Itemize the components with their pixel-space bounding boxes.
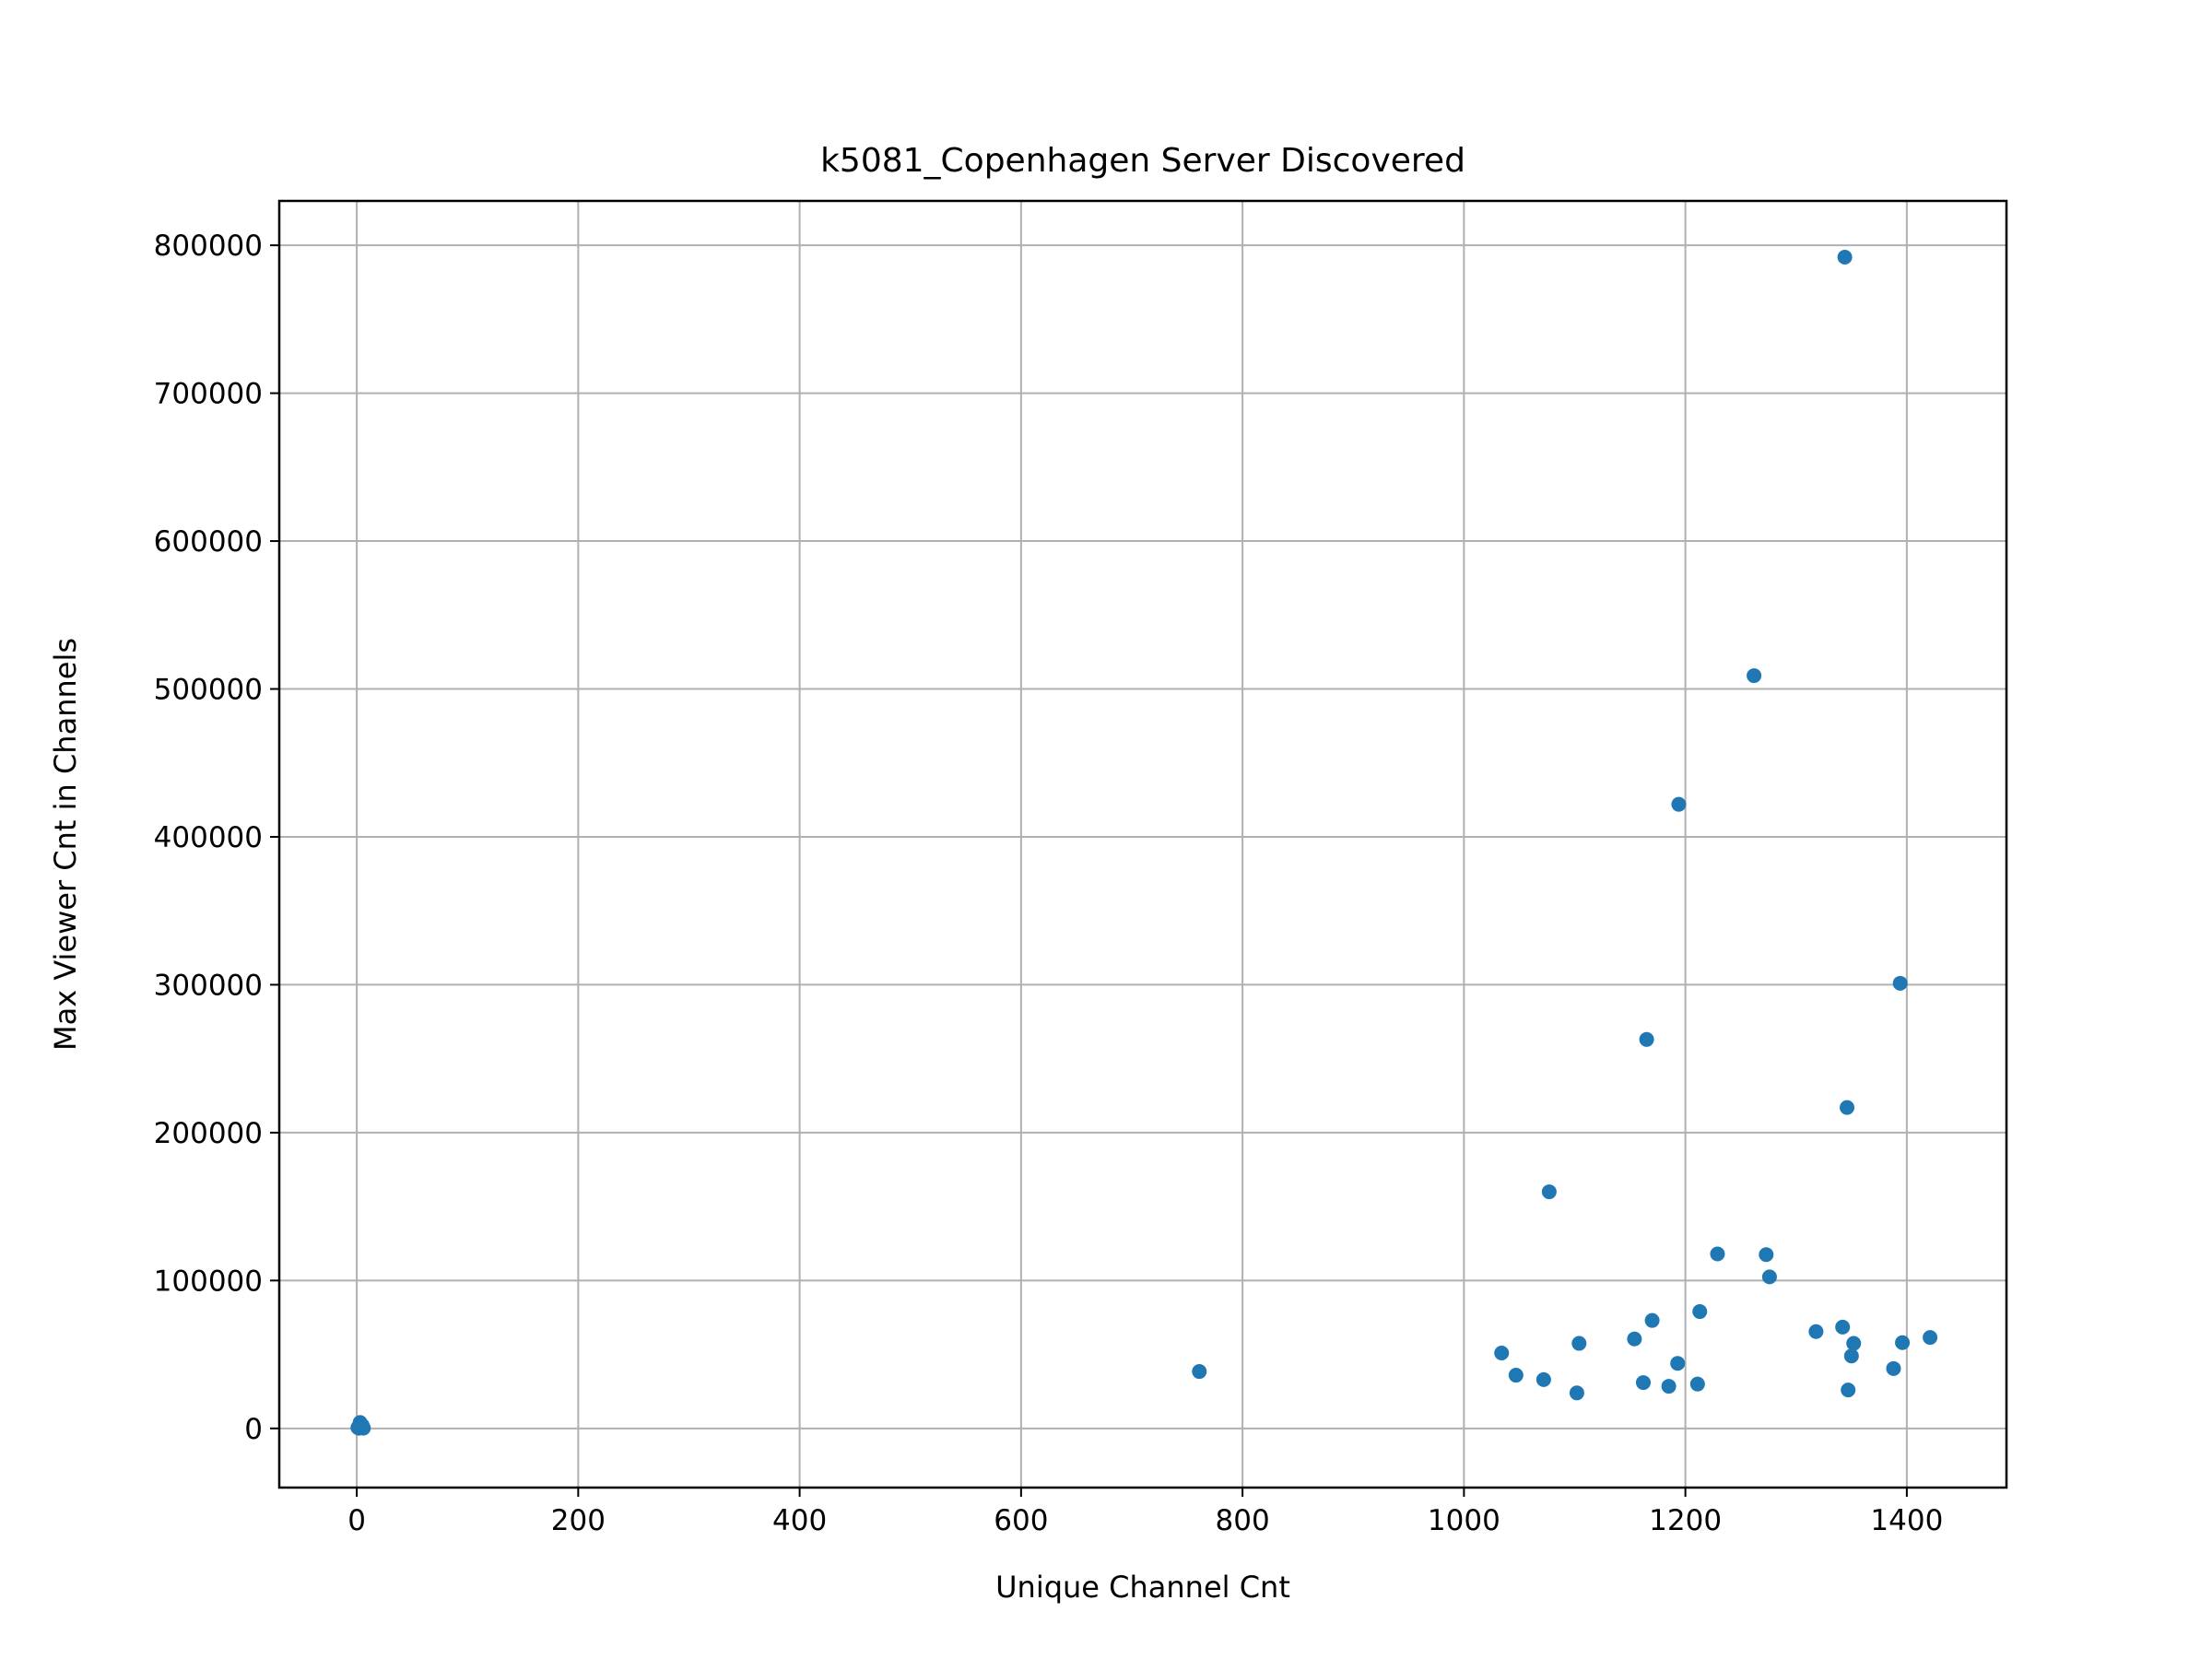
y-tick-label: 100000	[154, 1265, 263, 1298]
scatter-point	[1192, 1364, 1207, 1380]
y-tick-label: 500000	[154, 674, 263, 707]
y-tick-label: 0	[244, 1413, 263, 1446]
x-tick-label: 200	[551, 1504, 606, 1537]
scatter-point	[1644, 1312, 1660, 1328]
y-tick-label: 800000	[154, 229, 263, 263]
scatter-point	[1747, 668, 1762, 684]
scatter-point	[1689, 1376, 1705, 1392]
scatter-point	[1535, 1371, 1551, 1387]
x-tick-label: 0	[347, 1504, 366, 1537]
x-axis-label: Unique Channel Cnt	[995, 1570, 1290, 1605]
x-tick-label: 1000	[1428, 1504, 1500, 1537]
scatter-point	[1571, 1335, 1587, 1351]
y-axis-label: Max Viewer Cnt in Channels	[48, 638, 83, 1051]
points-layer	[350, 249, 1938, 1436]
scatter-point	[1841, 1382, 1856, 1398]
scatter-point	[1710, 1246, 1725, 1262]
scatter-point	[1840, 1100, 1855, 1115]
x-tick-label: 800	[1216, 1504, 1270, 1537]
plot-frame	[277, 199, 2008, 1489]
y-tick-label: 600000	[154, 525, 263, 559]
scatter-point	[1886, 1360, 1901, 1376]
x-tick-label: 600	[994, 1504, 1048, 1537]
scatter-point	[1569, 1385, 1584, 1401]
chart-title: k5081_Copenhagen Server Discovered	[820, 142, 1465, 180]
y-tick-label: 400000	[154, 821, 263, 854]
grid-layer	[279, 201, 2006, 1488]
scatter-point	[1761, 1269, 1777, 1285]
y-tick-label: 700000	[154, 378, 263, 411]
scatter-point	[1837, 249, 1853, 265]
y-tick-label: 200000	[154, 1117, 263, 1150]
scatter-point	[1759, 1247, 1774, 1263]
ticks-layer: 0 200 400 600 800 1000 1200 1400 0 100000 200000 30…	[154, 229, 1944, 1537]
scatter-point	[1895, 1335, 1911, 1350]
scatter-point	[1627, 1331, 1642, 1347]
y-tick-label: 300000	[154, 969, 263, 1002]
x-tick-label: 1200	[1649, 1504, 1722, 1537]
scatter-point	[1808, 1324, 1824, 1339]
x-tick-label: 1400	[1870, 1504, 1943, 1537]
scatter-point	[1541, 1184, 1557, 1200]
scatter-point	[1661, 1379, 1677, 1394]
scatter-point	[351, 1420, 367, 1436]
scatter-point	[1692, 1304, 1708, 1320]
scatter-point	[1635, 1375, 1651, 1391]
scatter-point	[1843, 1348, 1859, 1364]
scatter-point	[1670, 1356, 1686, 1371]
scatter-point	[1639, 1031, 1654, 1047]
scatter-point	[1846, 1335, 1862, 1351]
scatter-point	[1835, 1319, 1851, 1335]
scatter-point	[1494, 1345, 1510, 1360]
x-tick-label: 400	[772, 1504, 827, 1537]
scatter-point	[1892, 975, 1908, 991]
scatter-point	[1671, 796, 1687, 812]
scatter-point	[1923, 1330, 1938, 1346]
scatter-point	[1508, 1368, 1524, 1383]
